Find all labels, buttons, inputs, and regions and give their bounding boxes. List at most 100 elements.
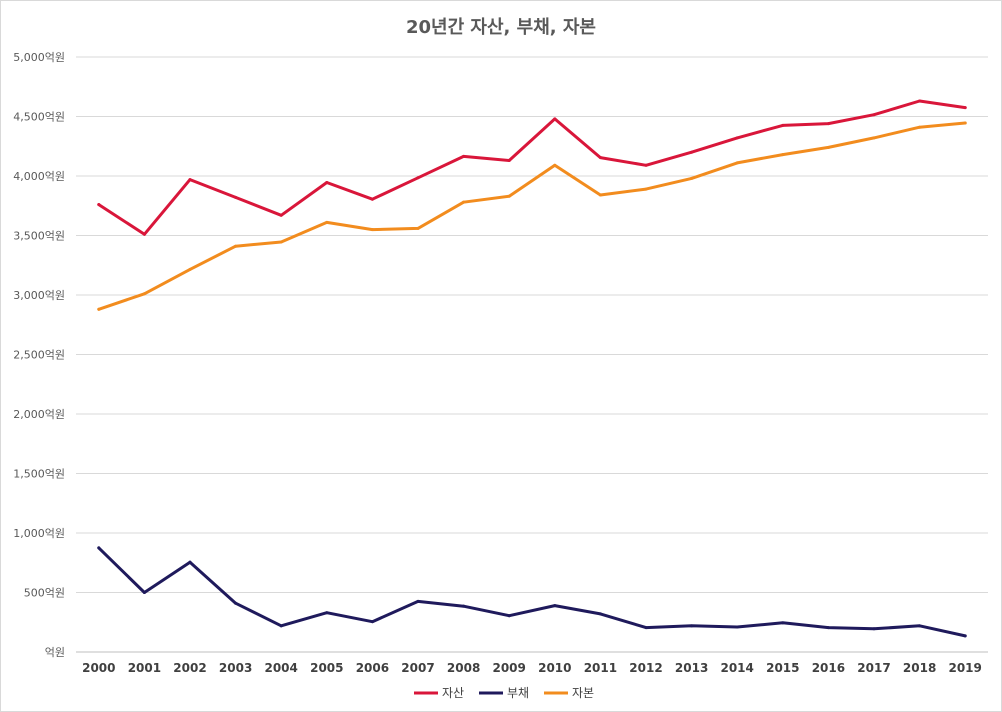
legend-label: 부채: [507, 686, 529, 700]
data-point: [507, 614, 511, 618]
data-point: [279, 624, 283, 628]
x-tick-label: 2011: [584, 661, 617, 675]
data-point: [142, 591, 146, 594]
data-point: [416, 599, 420, 603]
data-point: [462, 604, 466, 608]
data-point: [918, 99, 922, 103]
data-point: [416, 176, 420, 180]
series-points-자본: [97, 121, 967, 311]
legend-label: 자본: [572, 686, 594, 700]
data-point: [598, 612, 602, 616]
data-point: [188, 178, 192, 182]
x-tick-label: 2017: [857, 661, 890, 675]
data-point: [781, 123, 785, 127]
series-line-자본: [97, 121, 967, 311]
data-point: [188, 560, 192, 564]
data-point: [553, 163, 557, 167]
data-point: [963, 634, 967, 638]
data-point: [963, 121, 967, 125]
data-point: [188, 267, 192, 271]
legend-label: 자산: [442, 686, 464, 700]
y-axis-ticks: 억원 500억원 1,000억원 1,500억원 2,000억원 2,500억원 3,000…: [13, 51, 65, 659]
x-tick-label: 2006: [356, 661, 389, 675]
x-tick-label: 2015: [766, 661, 799, 675]
data-point: [142, 292, 146, 296]
data-point: [963, 106, 967, 110]
data-point: [598, 193, 602, 197]
data-point: [872, 627, 876, 631]
series-line-부채: [97, 546, 967, 638]
data-point: [325, 220, 329, 224]
data-point: [97, 203, 101, 207]
data-point: [370, 228, 374, 232]
x-tick-label: 2008: [447, 661, 480, 675]
data-point: [553, 604, 557, 608]
data-point: [826, 626, 830, 630]
data-point: [598, 156, 602, 160]
legend-item-자산: 자산: [414, 686, 464, 700]
y-tick-label: 2,500억원: [13, 349, 65, 362]
data-point: [370, 197, 374, 201]
data-point: [735, 136, 739, 140]
legend-item-부채: 부채: [479, 686, 529, 700]
y-tick-label: 1,000억원: [13, 527, 65, 540]
data-point: [781, 153, 785, 157]
y-tick-label: 2,000억원: [13, 408, 65, 421]
x-axis-ticks: 2000 2001 2002 2003 2004 2005 2006 2007 2008 2009…: [82, 661, 982, 675]
grid-layer: [76, 56, 988, 653]
data-point: [97, 307, 101, 311]
data-point: [690, 150, 694, 154]
data-point: [644, 163, 648, 167]
data-point: [325, 611, 329, 615]
data-point: [872, 113, 876, 117]
y-tick-label: 5,000억원: [13, 51, 65, 64]
chart-title: 20년간 자산, 부채, 자본: [405, 17, 596, 38]
data-point: [142, 232, 146, 236]
legend: 자산 부채 자본: [414, 686, 594, 700]
y-tick-label: 3,500억원: [13, 230, 65, 243]
y-tick-label: 4,000억원: [13, 170, 65, 183]
x-tick-label: 2019: [948, 661, 981, 675]
x-tick-label: 2014: [720, 661, 753, 675]
data-point: [644, 626, 648, 630]
data-point: [97, 546, 101, 550]
data-point: [735, 161, 739, 165]
x-tick-label: 2001: [128, 661, 161, 675]
data-point: [234, 244, 238, 248]
legend-item-자본: 자본: [544, 686, 594, 700]
y-tick-label: 3,000억원: [13, 289, 65, 302]
data-point: [826, 122, 830, 126]
x-tick-label: 2002: [173, 661, 206, 675]
data-point: [826, 145, 830, 149]
data-point: [872, 136, 876, 140]
series-points-자산: [97, 99, 967, 236]
x-tick-label: 2007: [401, 661, 434, 675]
data-point: [279, 240, 283, 244]
x-tick-label: 2013: [675, 661, 708, 675]
x-tick-label: 2000: [82, 661, 115, 675]
x-tick-label: 2003: [219, 661, 252, 675]
x-tick-label: 2009: [492, 661, 525, 675]
x-tick-label: 2005: [310, 661, 343, 675]
x-tick-label: 2018: [903, 661, 936, 675]
y-tick-label: 500억원: [24, 587, 65, 600]
data-point: [234, 601, 238, 605]
data-point: [462, 154, 466, 158]
data-point: [507, 159, 511, 163]
data-point: [370, 620, 374, 624]
data-point: [918, 624, 922, 628]
data-point: [325, 181, 329, 185]
data-point: [690, 624, 694, 628]
series-layer: [97, 99, 967, 638]
data-point: [462, 200, 466, 204]
data-point: [416, 226, 420, 230]
data-point: [507, 194, 511, 198]
y-tick-label: 억원: [45, 646, 65, 659]
data-point: [234, 195, 238, 199]
data-point: [918, 125, 922, 129]
x-tick-label: 2010: [538, 661, 571, 675]
y-tick-label: 4,500억원: [13, 111, 65, 124]
data-point: [690, 176, 694, 180]
